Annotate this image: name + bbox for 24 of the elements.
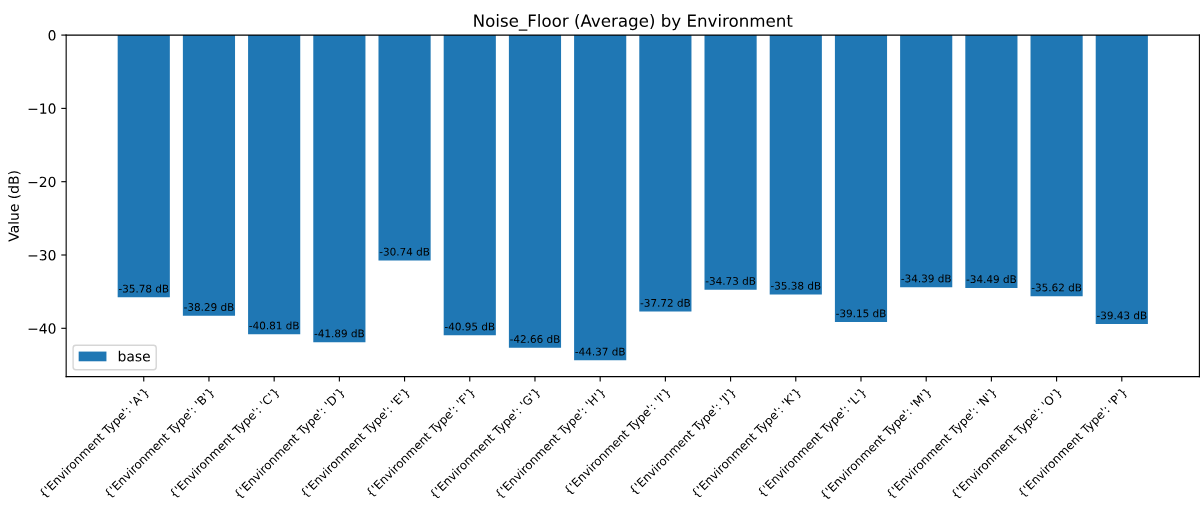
data-label: -41.89 dB xyxy=(314,329,364,338)
data-label: -37.72 dB xyxy=(640,298,690,307)
data-label: -39.43 dB xyxy=(1096,311,1147,320)
y-tick-label: −40 xyxy=(28,323,56,334)
y-tick-label: 0 xyxy=(48,30,56,41)
legend-label: base xyxy=(118,350,150,362)
data-label: -42.66 dB xyxy=(510,334,560,343)
data-label: -40.81 dB xyxy=(249,321,299,330)
y-axis-title: Value (dB) xyxy=(8,171,21,242)
data-label: -35.38 dB xyxy=(770,281,821,290)
data-label: -38.29 dB xyxy=(184,302,234,311)
data-label: -34.49 dB xyxy=(966,275,1016,284)
y-tick-label: −20 xyxy=(28,176,56,188)
chart-title: Noise_Floor (Average) by Environment xyxy=(474,14,793,31)
data-label: -39.15 dB xyxy=(836,309,886,318)
data-label: -30.74 dB xyxy=(379,247,430,256)
data-label: -34.73 dB xyxy=(705,276,756,285)
y-tick-label: −10 xyxy=(28,103,56,114)
data-label: -34.39 dB xyxy=(901,274,951,283)
data-label: -40.95 dB xyxy=(444,322,495,331)
data-label: -35.78 dB xyxy=(118,284,169,293)
y-tick-label: −30 xyxy=(28,249,56,261)
data-label: -35.62 dB xyxy=(1031,283,1082,292)
data-label: -44.37 dB xyxy=(575,347,625,356)
